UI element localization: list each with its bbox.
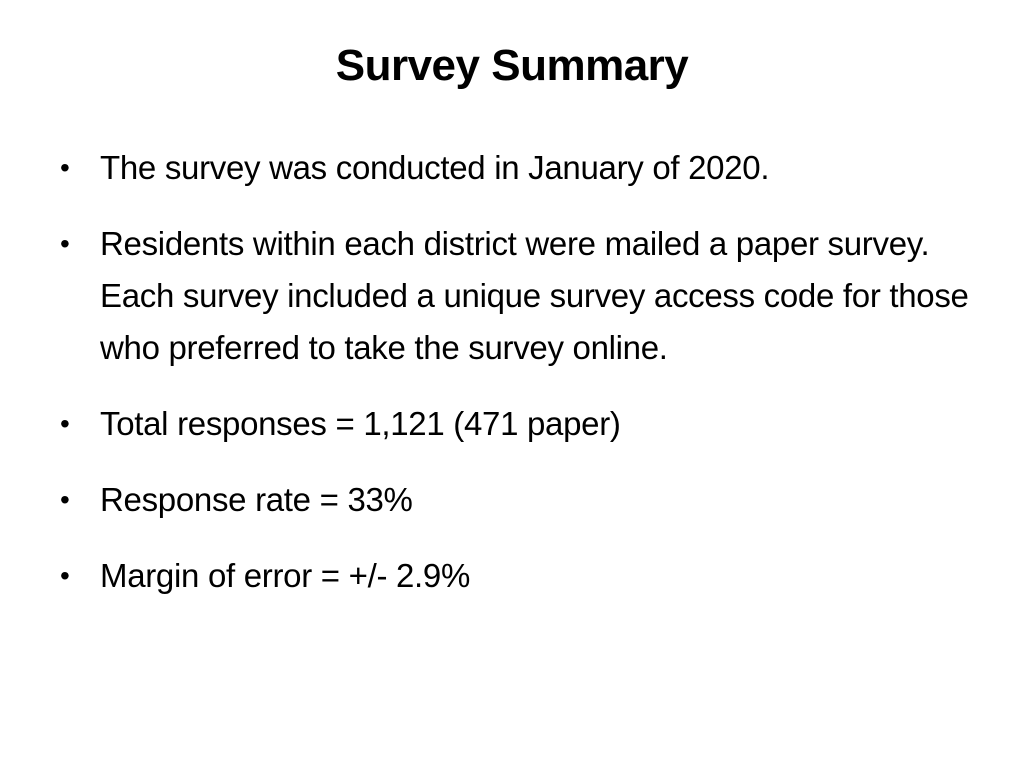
slide-title: Survey Summary bbox=[335, 41, 689, 90]
bullet-item-date: • The survey was conducted in January of… bbox=[56, 142, 986, 194]
bullet-item-responses: • Total responses = 1,121 (471 paper) bbox=[56, 398, 986, 450]
bullet-icon: • bbox=[60, 560, 70, 591]
bullet-item-margin-of-error: • Margin of error = +/- 2.9% bbox=[56, 550, 986, 602]
bullet-icon: • bbox=[60, 152, 70, 183]
bullet-text: Response rate = 33% bbox=[100, 481, 413, 518]
bullet-text: Margin of error = +/- 2.9% bbox=[100, 557, 471, 594]
bullet-item-method: • Residents within each district were ma… bbox=[56, 218, 986, 374]
bullet-icon: • bbox=[60, 228, 70, 259]
bullet-text: Total responses = 1,121 (471 paper) bbox=[100, 405, 621, 442]
bullet-icon: • bbox=[60, 484, 70, 515]
bullet-list: • The survey was conducted in January of… bbox=[56, 142, 986, 626]
bullet-item-response-rate: • Response rate = 33% bbox=[56, 474, 986, 526]
bullet-text: Residents within each district were mail… bbox=[100, 225, 969, 366]
bullet-text: The survey was conducted in January of 2… bbox=[100, 149, 770, 186]
bullet-icon: • bbox=[60, 408, 70, 439]
